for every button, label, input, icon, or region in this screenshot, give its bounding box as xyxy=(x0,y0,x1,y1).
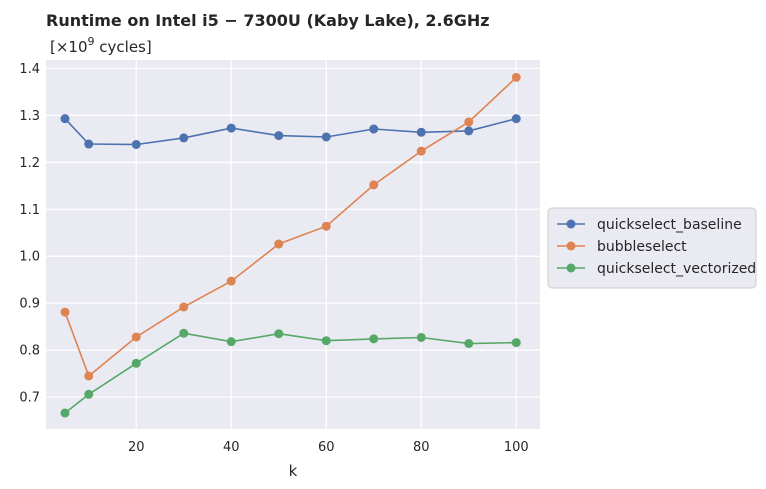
data-point xyxy=(84,371,94,381)
data-point xyxy=(131,358,141,368)
x-tick-label: 100 xyxy=(504,440,529,455)
data-point xyxy=(321,336,331,346)
data-point xyxy=(274,131,284,141)
data-point xyxy=(321,132,331,142)
y-tick-label: 1.0 xyxy=(19,250,40,265)
data-point xyxy=(511,72,521,82)
data-point xyxy=(131,332,141,342)
data-point xyxy=(369,334,379,344)
x-tick-label: 40 xyxy=(223,440,240,455)
y-tick-label: 1.1 xyxy=(19,203,40,218)
x-axis-label: k xyxy=(289,462,298,480)
data-point xyxy=(274,329,284,339)
x-tick-label: 80 xyxy=(413,440,430,455)
data-point xyxy=(511,114,521,124)
x-tick-label: 60 xyxy=(318,440,335,455)
y-tick-label: 0.7 xyxy=(19,391,40,406)
data-point xyxy=(60,114,70,124)
subtitle-prefix: [×10 xyxy=(50,38,88,56)
data-point xyxy=(416,127,426,137)
legend-label: quickselect_baseline xyxy=(597,217,742,233)
legend-label: bubbleselect xyxy=(597,239,687,255)
data-point xyxy=(464,117,474,127)
data-point xyxy=(131,140,141,150)
y-tick-label: 1.3 xyxy=(19,109,40,124)
legend-box xyxy=(547,207,757,289)
series-quickselect_baseline xyxy=(60,114,521,150)
series-group xyxy=(60,72,521,418)
data-point xyxy=(369,180,379,190)
y-tick-label: 0.8 xyxy=(19,344,40,359)
data-point xyxy=(274,239,284,249)
data-point xyxy=(179,133,189,143)
y-tick-label: 1.4 xyxy=(19,62,40,77)
legend-label: quickselect_vectorized xyxy=(597,261,756,277)
data-point xyxy=(84,139,94,149)
data-point xyxy=(226,276,236,286)
data-point xyxy=(464,339,474,349)
data-point xyxy=(226,123,236,133)
legend-marker xyxy=(566,263,576,273)
series-bubbleselect xyxy=(60,72,521,381)
data-point xyxy=(416,332,426,342)
subtitle-exponent: 9 xyxy=(88,35,95,48)
data-point xyxy=(60,307,70,317)
subtitle-suffix: cycles] xyxy=(95,38,152,56)
series-quickselect_vectorized xyxy=(60,328,521,418)
x-tick-label: 20 xyxy=(128,440,145,455)
y-tick-label: 1.2 xyxy=(19,156,40,171)
legend: quickselect_baseline bubbleselect quicksel… xyxy=(547,207,757,289)
data-point xyxy=(179,328,189,338)
legend-marker xyxy=(566,241,576,251)
chart-title: Runtime on Intel i5 − 7300U (Kaby Lake),… xyxy=(46,11,490,30)
data-point xyxy=(369,124,379,134)
data-point xyxy=(84,389,94,399)
data-point xyxy=(511,338,521,348)
y-tick-labels: 0.7 0.8 0.9 1.0 1.1 1.2 1.3 1.4 xyxy=(19,62,40,406)
y-tick-label: 0.9 xyxy=(19,297,40,312)
legend-marker xyxy=(566,219,576,229)
data-point xyxy=(464,126,474,136)
x-tick-labels: 20 40 60 80 100 xyxy=(128,440,529,455)
data-point xyxy=(416,146,426,156)
data-point xyxy=(179,302,189,312)
plot-area xyxy=(46,60,540,429)
data-point xyxy=(321,221,331,231)
data-point xyxy=(60,408,70,418)
chart-subtitle: [×109 cycles] xyxy=(50,35,152,56)
gridlines xyxy=(46,60,540,429)
data-point xyxy=(226,337,236,347)
